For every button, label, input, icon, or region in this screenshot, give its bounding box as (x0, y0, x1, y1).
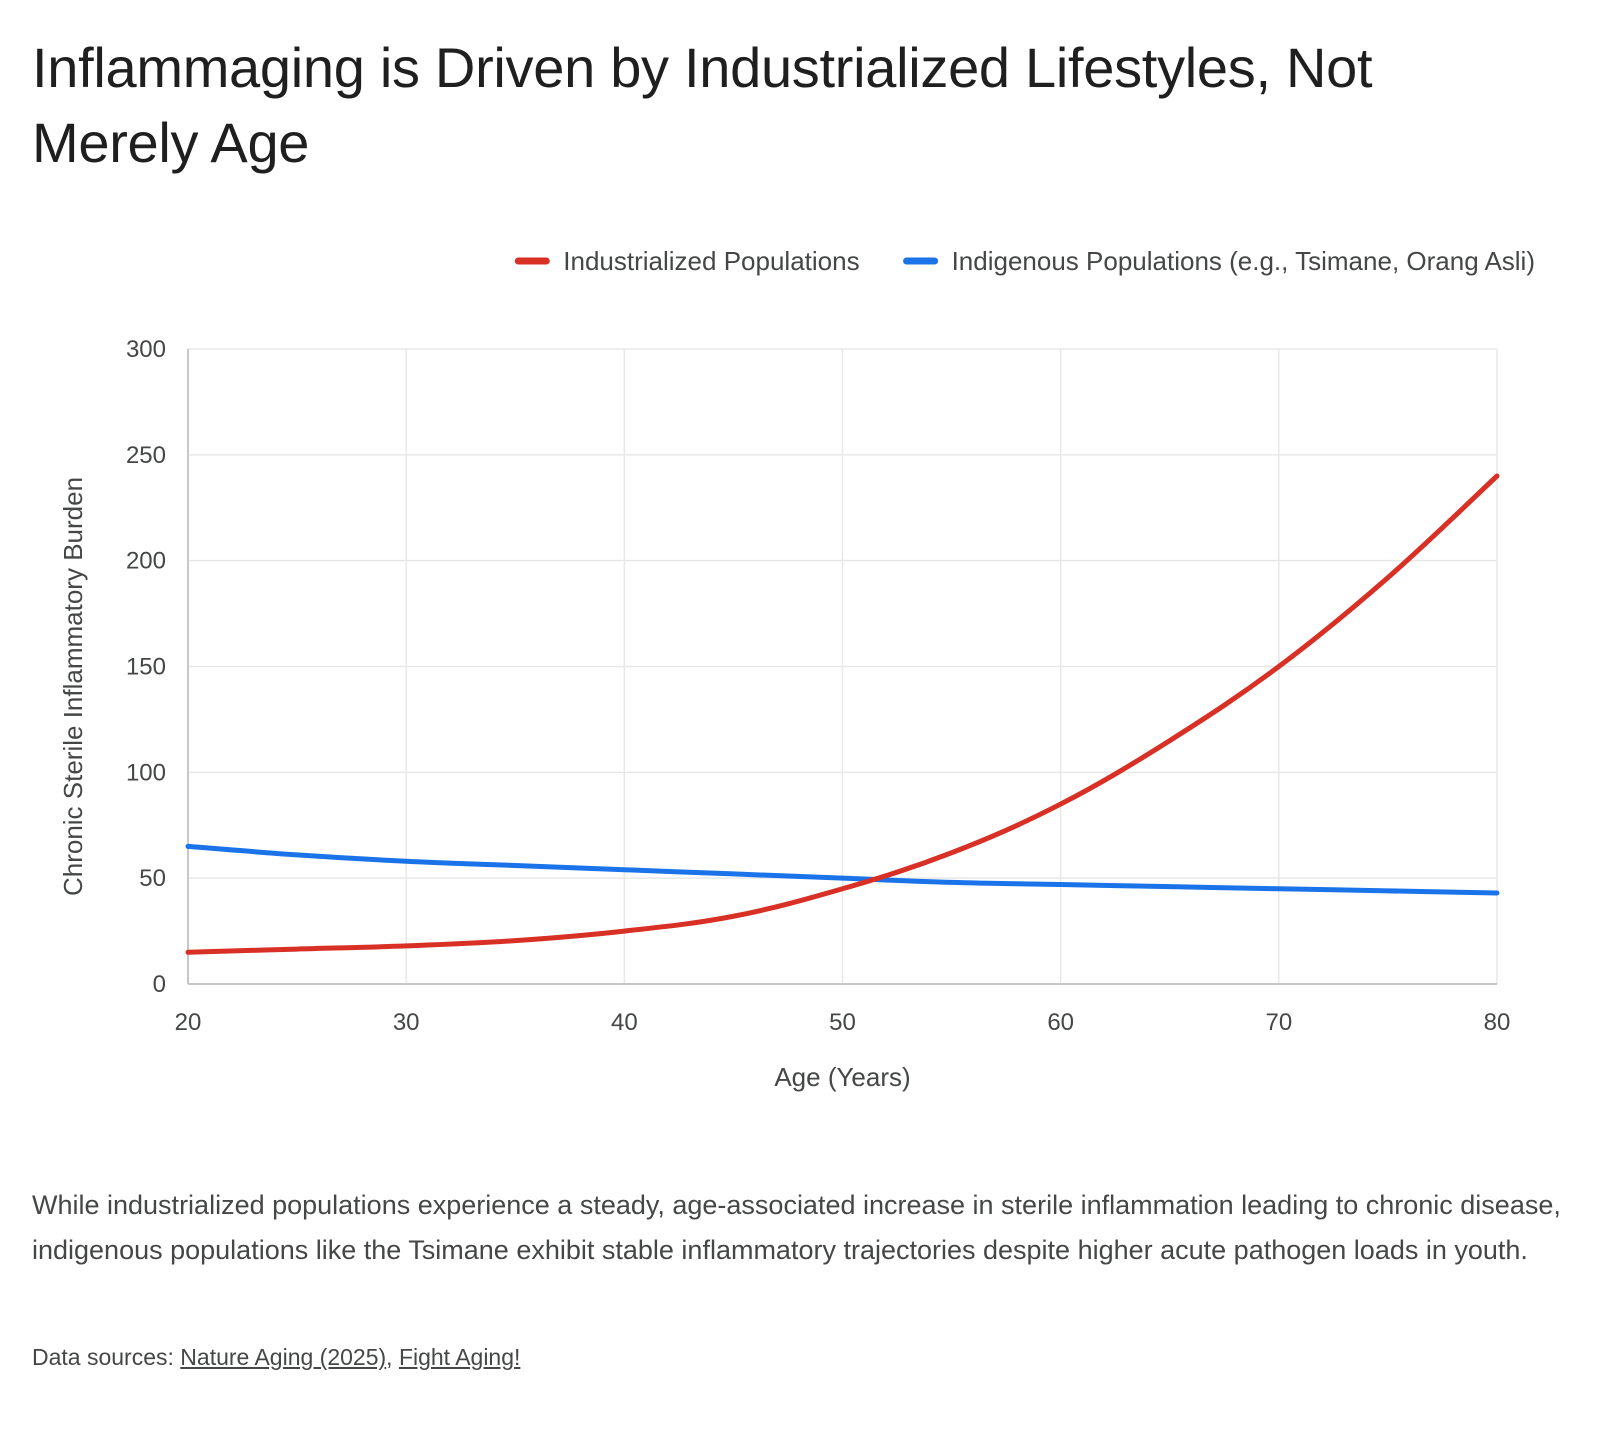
line-chart: Indigenous Populations (e.g., Tsimane, O… (0, 220, 1600, 1120)
series-line-0 (185, 473, 1500, 955)
x-tick-label: 70 (1265, 1009, 1292, 1036)
y-tick-label: 150 (126, 654, 166, 681)
chart-legend: Indigenous Populations (e.g., Tsimane, O… (514, 246, 1535, 276)
sources-prefix: Data sources: (32, 1344, 181, 1370)
chart-series (185, 473, 1500, 955)
series-line-1 (185, 843, 1500, 896)
y-tick-label: 50 (139, 865, 166, 892)
chart-svg: Indigenous Populations (e.g., Tsimane, O… (58, 246, 1535, 1092)
legend-label: Indigenous Populations (e.g., Tsimane, O… (952, 246, 1535, 276)
x-tick-label: 20 (175, 1009, 202, 1036)
x-tick-label: 40 (611, 1009, 638, 1036)
y-axis-label: Chronic Sterile Inflammatory Burden (58, 477, 88, 896)
chart-title: Inflammaging is Driven by Industrialized… (32, 36, 1373, 174)
x-tick-label: 50 (829, 1009, 856, 1036)
x-axis-label: Age (Years) (774, 1062, 910, 1092)
y-tick-label: 100 (126, 759, 166, 786)
chart-axis-labels: Age (Years) Chronic Sterile Inflammatory … (58, 477, 911, 1092)
sources-separator: , (386, 1344, 399, 1370)
y-tick-label: 200 (126, 548, 166, 575)
x-tick-label: 80 (1484, 1009, 1511, 1036)
chart-description: While industrialized populations experie… (32, 1190, 1561, 1265)
legend-item-1: Indigenous Populations (e.g., Tsimane, O… (903, 246, 1535, 276)
y-tick-label: 300 (126, 336, 166, 363)
chart-axes: 20 30 40 50 60 70 80 0 50 100 150 200 250 300 (126, 336, 1510, 1036)
legend-label: Industrialized Populations (563, 246, 859, 276)
x-tick-label: 30 (393, 1009, 420, 1036)
source-link-nature-aging[interactable]: Nature Aging (2025) (180, 1344, 387, 1370)
x-tick-label: 60 (1047, 1009, 1074, 1036)
data-sources: Data sources: Nature Aging (2025), Fight… (32, 1340, 520, 1374)
y-tick-label: 250 (126, 442, 166, 469)
legend-item-0: Industrialized Populations (514, 246, 860, 276)
source-link-fight-aging[interactable]: Fight Aging! (398, 1344, 521, 1370)
y-tick-label: 0 (153, 971, 166, 998)
